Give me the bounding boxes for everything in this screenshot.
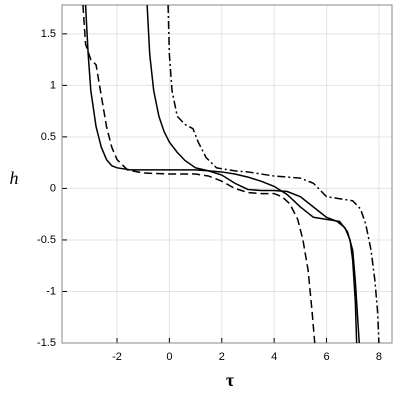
plot-frame — [61, 4, 393, 344]
x-axis-label: τ — [226, 370, 235, 390]
x-tick-label: 8 — [376, 351, 382, 363]
x-tick-label: 4 — [271, 351, 277, 363]
y-axis-label: h — [10, 168, 19, 188]
y-tick-label: 0 — [50, 182, 56, 194]
y-tick-label: 1 — [50, 79, 56, 91]
y-tick-label: 1.5 — [41, 28, 56, 40]
line-series — [146, 5, 361, 343]
x-tick-label: 6 — [323, 351, 329, 363]
line-series — [82, 5, 316, 343]
line-series — [84, 5, 358, 343]
y-tick-label: -1 — [46, 285, 56, 297]
x-tick-label: 0 — [166, 351, 172, 363]
x-tick-label: -2 — [112, 351, 122, 363]
x-tick-label: 2 — [219, 351, 225, 363]
y-tick-label: -1.5 — [37, 337, 56, 349]
y-tick-label: -0.5 — [37, 234, 56, 246]
line-series — [167, 5, 380, 343]
y-tick-label: 0.5 — [41, 131, 56, 143]
